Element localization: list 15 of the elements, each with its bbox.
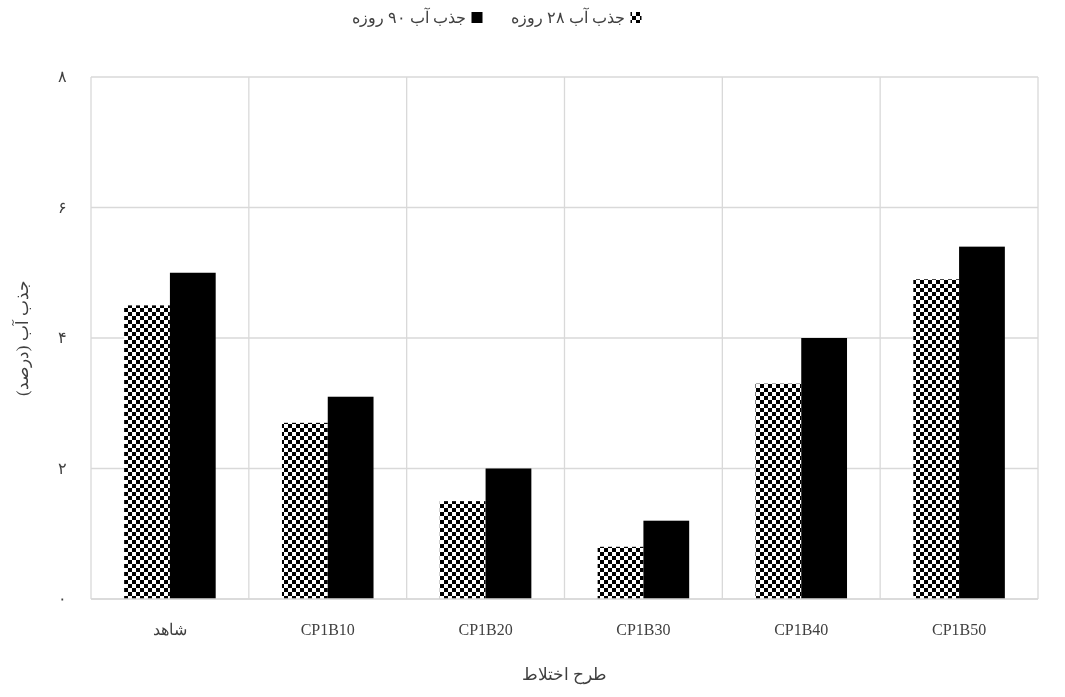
y-tick-label: ۰ bbox=[57, 590, 67, 607]
y-tick-label: ۸ bbox=[57, 68, 67, 85]
legend-label: جذب آب ۹۰ روزه bbox=[351, 7, 466, 27]
x-tick-label: شاهد bbox=[152, 621, 187, 638]
x-tick-label: CP1B40 bbox=[774, 621, 829, 638]
y-axis-title: جذب آب (درصد) bbox=[11, 280, 33, 396]
x-axis-title: طرح اختلاط bbox=[521, 665, 608, 685]
y-tick-label: ۴ bbox=[57, 329, 67, 346]
x-tick-label: CP1B10 bbox=[300, 621, 355, 638]
legend-label: جذب آب ۲۸ روزه bbox=[510, 7, 625, 27]
y-tick-label: ۲ bbox=[57, 459, 67, 477]
y-tick-label: ۶ bbox=[57, 198, 67, 216]
x-tick-label: CP1B50 bbox=[931, 621, 987, 638]
x-tick-label: CP1B30 bbox=[616, 621, 671, 638]
x-tick-label: CP1B20 bbox=[458, 621, 513, 638]
